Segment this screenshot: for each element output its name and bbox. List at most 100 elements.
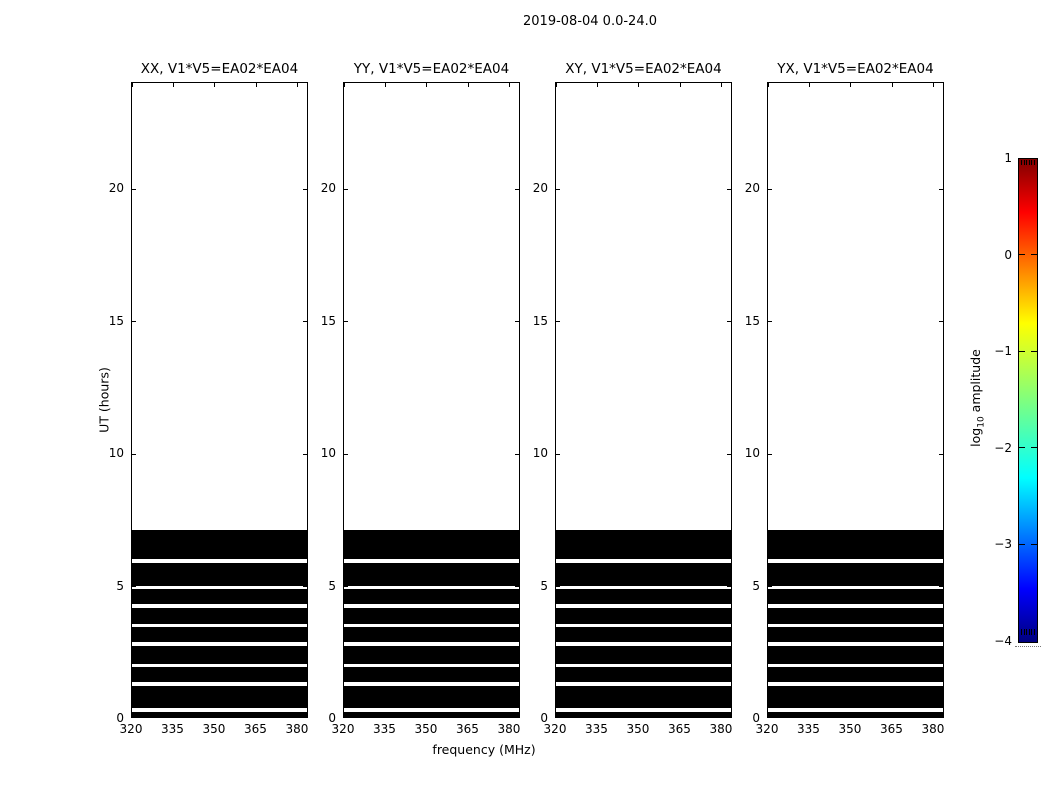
x-tick [132,83,133,87]
colorbar-tick-label: 1 [1004,151,1012,165]
x-tick [679,713,681,717]
x-tick-label: 320 [543,722,567,736]
x-tick [556,713,557,717]
y-tick [939,321,943,322]
data-gap [768,642,943,646]
x-tick-label: 320 [331,722,355,736]
x-tick-label: 380 [709,722,733,736]
x-tick [556,83,557,87]
data-gap [132,682,307,686]
x-tick [297,83,299,87]
x-tick-label: 335 [585,722,608,736]
x-tick [214,713,216,717]
colorbar-tick-label: −2 [994,440,1012,455]
y-tick [303,188,307,190]
y-tick [515,188,519,190]
y-tick-label: 5 [328,578,336,593]
y-tick-label: 15 [744,313,760,328]
x-tick [933,83,935,87]
data-gap [132,707,307,712]
panel-title: YY, V1*V5=EA02*EA04 [353,61,510,77]
x-tick-label: 365 [880,722,903,736]
colorbar-minor-tick [1033,160,1035,165]
panel-axes [131,82,308,718]
y-tick-label: 0 [328,711,336,725]
colorbar-tick [1031,447,1037,449]
panel-title: XX, V1*V5=EA02*EA04 [140,61,299,77]
data-gap [556,664,731,668]
data-gap [556,604,731,608]
x-tick [850,83,852,87]
x-tick [891,83,893,87]
data-gap [556,559,731,564]
data-gap [768,707,943,712]
x-tick [172,83,174,87]
data-gap [132,623,307,627]
y-tick-label: 15 [532,313,548,328]
x-tick [426,713,428,717]
colorbar-tick [1019,543,1025,545]
x-tick-label: 380 [497,722,521,736]
x-tick [132,713,133,717]
figure-title: 2019-08-04 0.0-24.0 [523,14,657,29]
x-tick [638,713,640,717]
y-tick [515,321,519,322]
colorbar-tick [1019,447,1025,449]
x-tick-label: 335 [161,722,184,736]
x-tick [721,83,723,87]
y-tick-label: 5 [116,578,124,593]
x-tick [344,83,345,87]
x-tick [255,713,257,717]
x-tick-label: 320 [755,722,779,736]
colorbar-label-post: amplitude [967,349,983,417]
y-tick-label: 20 [744,181,760,195]
y-tick [768,453,772,455]
y-axis-label: UT (hours) [96,367,112,433]
colorbar-tick [1031,543,1037,545]
y-tick [344,188,348,190]
colorbar-tick-label: −4 [994,634,1012,648]
y-tick [727,321,731,322]
y-tick-label: 0 [116,711,124,725]
x-tick-label: 350 [202,722,226,736]
colorbar-minor-tick [1026,629,1027,635]
x-tick [808,713,810,717]
y-tick [768,188,772,190]
panel-title: YX, V1*V5=EA02*EA04 [777,61,934,77]
data-gap [344,559,519,564]
y-tick [768,321,772,322]
x-tick [638,83,640,87]
y-tick [344,586,348,587]
x-tick [596,83,598,87]
x-tick-label: 365 [244,722,267,736]
y-tick-label: 10 [532,446,548,460]
y-tick-label: 20 [320,181,336,195]
data-gap [344,682,519,686]
y-tick [939,188,943,190]
data-gap [132,604,307,608]
data-gap [556,642,731,646]
y-tick [939,586,943,587]
y-tick-label: 15 [320,313,336,328]
colorbar-minor-tick [1031,160,1032,165]
x-tick [721,713,723,717]
colorbar-tick [1019,350,1025,352]
y-tick [132,321,136,322]
data-gap [768,559,943,564]
y-tick [939,453,943,455]
data-gap [556,623,731,627]
y-tick-label: 20 [532,181,548,195]
y-tick [556,586,560,587]
panel-axes [767,82,944,718]
x-tick [509,83,511,87]
y-tick-label: 10 [320,446,336,460]
x-tick-label: 350 [414,722,438,736]
data-gap [132,559,307,564]
y-tick [556,188,560,190]
colorbar-label: log10 amplitude [968,349,987,447]
data-gap [344,604,519,608]
x-tick [467,83,469,87]
x-tick [172,713,174,717]
colorbar-minor-tick [1021,629,1022,635]
